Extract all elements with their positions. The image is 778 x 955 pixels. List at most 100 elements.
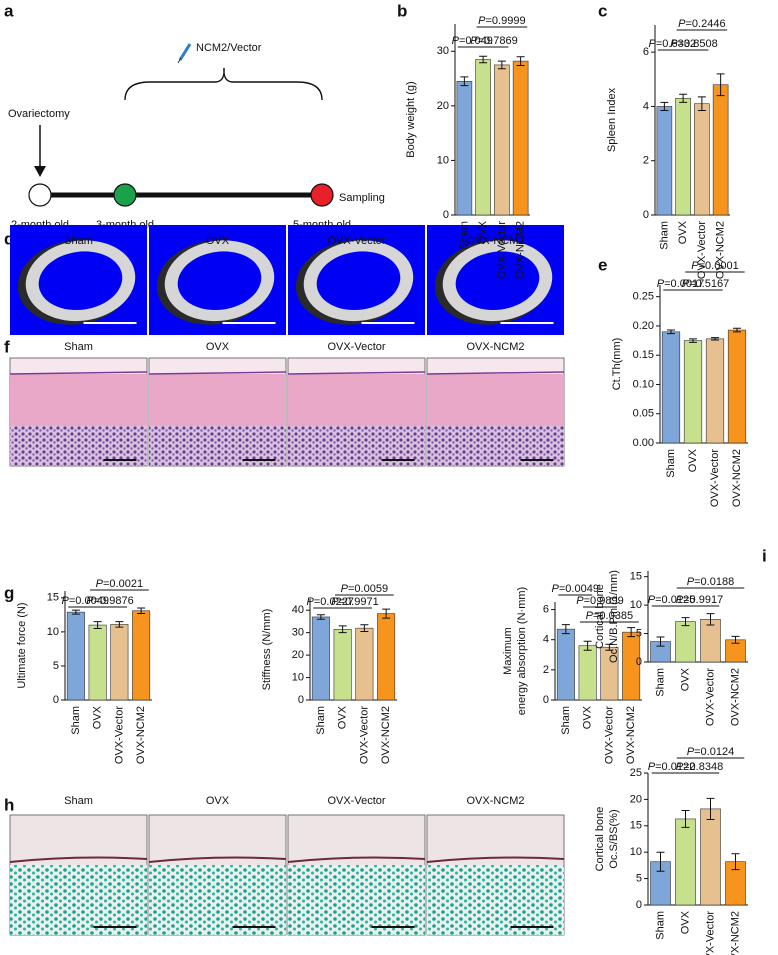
error-bar <box>711 337 719 341</box>
periosteum <box>426 371 565 375</box>
brace <box>124 67 323 101</box>
timeline-label: Ovariectomy <box>8 108 70 120</box>
marrow-layer <box>427 865 564 935</box>
bar <box>683 340 703 444</box>
x-tick-label: OVX <box>679 910 691 934</box>
error-bar <box>360 624 369 633</box>
y-tick-label: 0 <box>543 694 549 706</box>
bar <box>512 60 529 216</box>
x-tick-label: OVX-NCM2 <box>625 706 637 764</box>
x-tick-label: OVX-Vector <box>358 706 370 764</box>
image-label: OVX-NCM2 <box>466 235 524 247</box>
error-bar <box>137 607 146 614</box>
bone-layer <box>10 374 147 426</box>
error-bar <box>716 73 725 97</box>
p-value: P=0.0017 <box>657 278 704 290</box>
y-axis-label: Oc.N/B.Pm (1/mm) <box>608 570 620 663</box>
bone-surface <box>148 856 287 863</box>
y-axis-label: Oc.S/BS(%) <box>608 809 620 868</box>
error-bar <box>731 635 740 644</box>
y-tick-label: 20 <box>437 100 449 112</box>
p-value: P=0.0385 <box>586 610 633 622</box>
image-label: OVX-NCM2 <box>466 341 524 353</box>
bar-chart: 0.00 0.05 0.10 0.15 0.20 0.25 Ct.Th(mm) Sham OVX… <box>611 260 748 507</box>
syringe-icon <box>178 43 192 61</box>
error-bar <box>71 609 80 615</box>
bar <box>355 627 374 701</box>
p-value: P=0.2446 <box>678 18 725 30</box>
error-bar <box>731 853 740 871</box>
bar <box>556 628 575 701</box>
x-tick-label: OVX-Vector <box>113 706 125 764</box>
bar <box>675 818 696 906</box>
panel-letter: f <box>4 337 10 356</box>
bar <box>88 624 107 701</box>
p-value: P=0.049 <box>452 35 493 47</box>
arrow-head <box>34 166 46 177</box>
x-tick-label: OVX-NCM2 <box>715 221 727 279</box>
bone-layer <box>427 374 564 426</box>
timeline: Ovariectomy NCM2/Vector 2-month old 3-mo… <box>8 42 385 231</box>
marrow-layer <box>288 865 425 935</box>
x-tick-label: Sham <box>560 706 572 735</box>
p-value: P=0.0049 <box>62 595 109 607</box>
y-tick-label: 0.15 <box>633 349 654 361</box>
y-tick-label: 10 <box>630 599 642 611</box>
error-bar <box>689 338 697 343</box>
error-bar <box>660 101 669 111</box>
y-tick-label: 0 <box>53 694 59 706</box>
image-label: Sham <box>64 235 93 247</box>
y-tick-label: 0 <box>636 899 642 911</box>
error-bar <box>516 56 525 66</box>
y-tick-label: 6 <box>643 46 649 58</box>
y-tick-label: 4 <box>643 100 649 112</box>
x-tick-label: OVX <box>337 705 349 729</box>
y-tick-label: 6 <box>543 603 549 615</box>
bar <box>700 619 721 663</box>
error-bar <box>338 625 347 634</box>
y-tick-label: 15 <box>47 592 59 604</box>
p-value: P=0.9917 <box>676 594 723 606</box>
y-tick-label: 4 <box>543 634 549 646</box>
y-axis-label: Ct.Th(mm) <box>611 338 623 391</box>
periosteum <box>9 371 148 375</box>
x-tick-label: OVX <box>687 448 699 472</box>
bar-chart: 0 2 4 6 Maximum energy absorption (N·mm) Sham O… <box>502 583 642 764</box>
bar <box>700 808 721 906</box>
error-bar <box>627 627 636 638</box>
bar <box>311 616 330 701</box>
image-label: OVX-Vector <box>327 235 385 247</box>
p-value: P=0.9999 <box>478 15 525 27</box>
y-axis-label: Body weight (g) <box>405 81 417 157</box>
y-tick-label: 25 <box>630 767 642 779</box>
bar <box>494 64 510 216</box>
bar <box>333 628 352 701</box>
time-point <box>113 183 137 207</box>
bar <box>705 338 725 444</box>
y-axis-label: Spleen Index <box>606 87 618 152</box>
panel-letter: b <box>397 1 407 20</box>
bar-chart: 0 2 4 6 Spleen Index Sham OVX OVX-Vector OVX-NCM… <box>606 18 730 279</box>
error-bar <box>93 621 102 629</box>
error-bar <box>656 851 665 872</box>
y-tick-label: 0 <box>298 694 304 706</box>
error-bar <box>115 621 124 628</box>
bar <box>377 613 396 701</box>
y-axis-label: Maximum <box>502 627 514 675</box>
x-tick-label: OVX <box>677 220 689 244</box>
y-tick-label: 0.05 <box>633 408 654 420</box>
error-bar <box>656 636 665 647</box>
bone-layer <box>149 374 286 426</box>
syringe-needle <box>177 57 182 64</box>
x-tick-label: Sham <box>315 706 327 735</box>
x-tick-label: OVX-Vector <box>709 449 721 507</box>
p-value: P=0.7869 <box>470 35 517 47</box>
x-tick-label: OVX-NCM2 <box>729 911 741 955</box>
y-axis-label: Stiffness (N/mm) <box>261 609 273 691</box>
x-tick-label: OVX <box>582 705 594 729</box>
error-bar <box>697 96 706 111</box>
bar-chart: 0 5 10 15 Cortical bone Oc.N/B.Pm (1/mm) Sham O… <box>594 570 748 726</box>
p-value: P=0.0188 <box>687 576 734 588</box>
x-tick-label: OVX-NCM2 <box>515 221 527 279</box>
